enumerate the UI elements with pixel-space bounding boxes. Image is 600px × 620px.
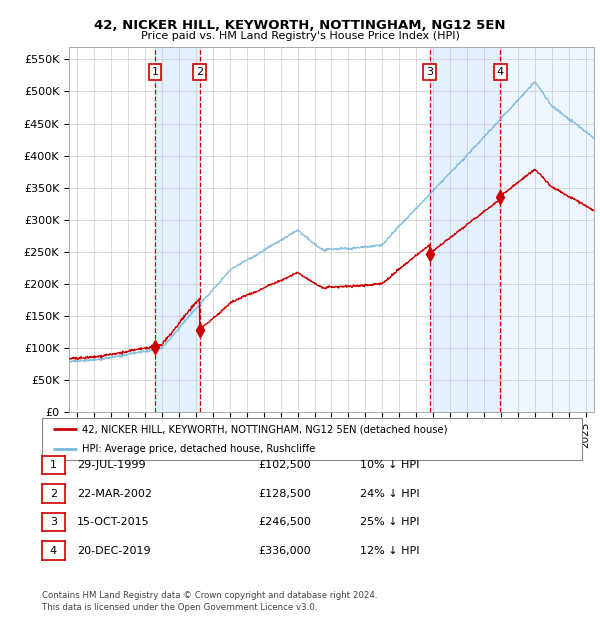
Text: 10% ↓ HPI: 10% ↓ HPI <box>360 460 419 470</box>
Text: £102,500: £102,500 <box>258 460 311 470</box>
Text: £336,000: £336,000 <box>258 546 311 556</box>
Text: 42, NICKER HILL, KEYWORTH, NOTTINGHAM, NG12 5EN: 42, NICKER HILL, KEYWORTH, NOTTINGHAM, N… <box>94 19 506 32</box>
Text: HPI: Average price, detached house, Rushcliffe: HPI: Average price, detached house, Rush… <box>83 444 316 454</box>
Text: 12% ↓ HPI: 12% ↓ HPI <box>360 546 419 556</box>
Text: 42, NICKER HILL, KEYWORTH, NOTTINGHAM, NG12 5EN (detached house): 42, NICKER HILL, KEYWORTH, NOTTINGHAM, N… <box>83 424 448 434</box>
Text: 4: 4 <box>497 67 504 77</box>
Text: £128,500: £128,500 <box>258 489 311 498</box>
Bar <box>500 46 594 412</box>
Text: Price paid vs. HM Land Registry's House Price Index (HPI): Price paid vs. HM Land Registry's House … <box>140 31 460 41</box>
Text: 1: 1 <box>151 67 158 77</box>
Bar <box>430 46 500 412</box>
Text: 20-DEC-2019: 20-DEC-2019 <box>77 546 151 556</box>
Text: 25% ↓ HPI: 25% ↓ HPI <box>360 517 419 527</box>
Text: 3: 3 <box>50 517 57 527</box>
Text: Contains HM Land Registry data © Crown copyright and database right 2024.
This d: Contains HM Land Registry data © Crown c… <box>42 591 377 612</box>
Text: 4: 4 <box>50 546 57 556</box>
Text: 24% ↓ HPI: 24% ↓ HPI <box>360 489 419 498</box>
Text: 3: 3 <box>426 67 433 77</box>
Text: 15-OCT-2015: 15-OCT-2015 <box>77 517 149 527</box>
Text: 1: 1 <box>50 460 57 470</box>
Bar <box>155 46 200 412</box>
Text: 29-JUL-1999: 29-JUL-1999 <box>77 460 145 470</box>
Text: 2: 2 <box>50 489 57 498</box>
Text: 22-MAR-2002: 22-MAR-2002 <box>77 489 152 498</box>
Text: 2: 2 <box>196 67 203 77</box>
Text: £246,500: £246,500 <box>258 517 311 527</box>
